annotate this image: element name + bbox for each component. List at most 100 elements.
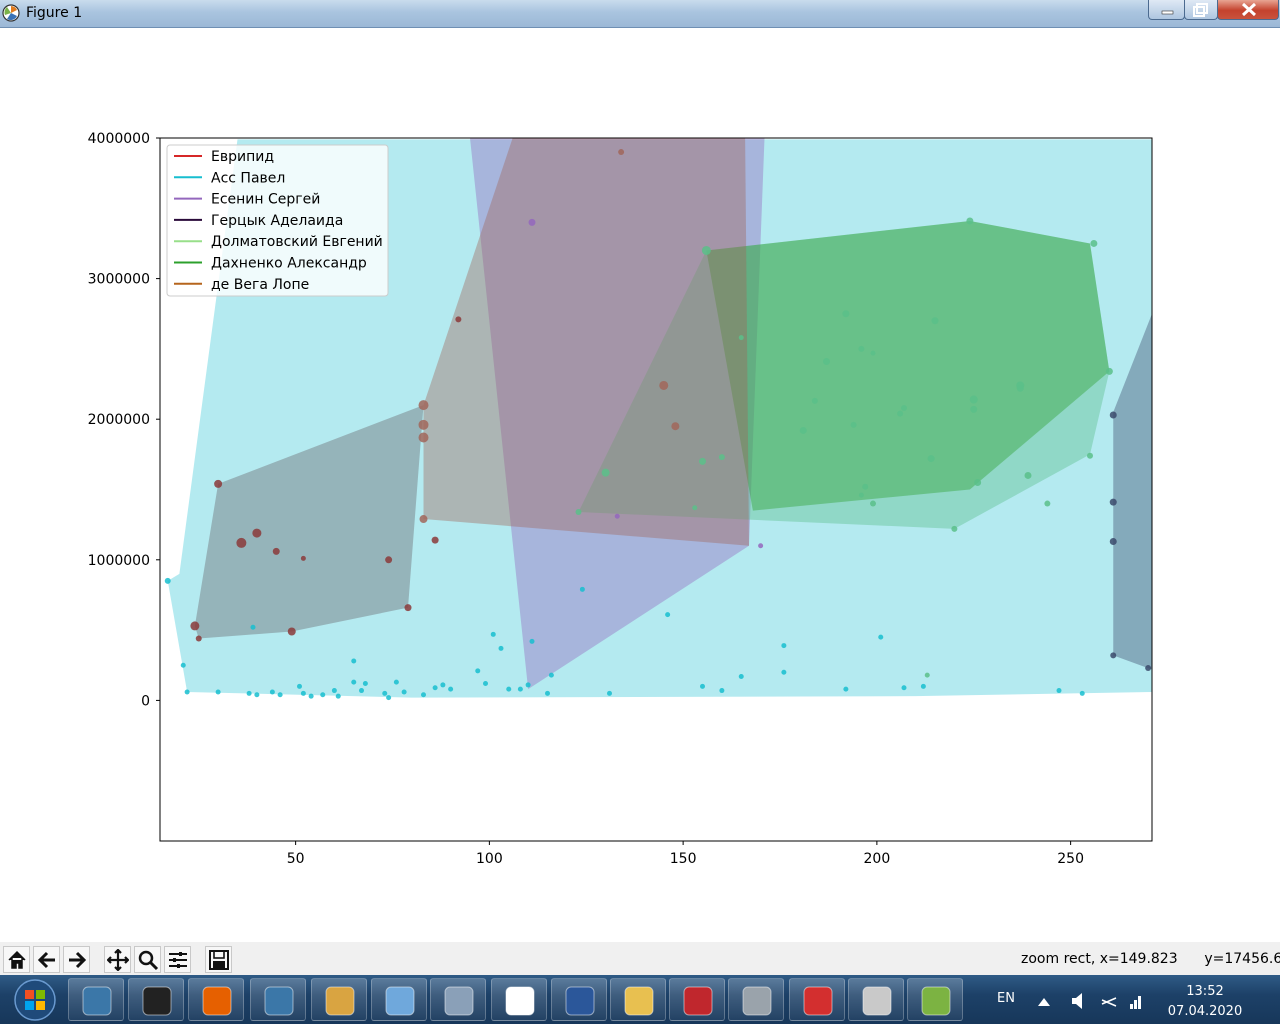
data-point bbox=[475, 668, 481, 674]
back-button[interactable] bbox=[33, 946, 60, 973]
clock-date[interactable]: 07.04.2020 bbox=[1167, 1004, 1243, 1019]
taskbar bbox=[0, 975, 1280, 1024]
data-point bbox=[1044, 500, 1051, 507]
microphone-icon bbox=[142, 986, 172, 1016]
x-tick-label: 100 bbox=[476, 851, 503, 867]
status-readout: zoom rect, x=149.823 y=17456.6 bbox=[1021, 951, 1280, 967]
legend-label: де Вега Лопе bbox=[211, 277, 309, 293]
clock-time[interactable]: 13:52 bbox=[1186, 984, 1224, 999]
taskbar-app-geogebra[interactable] bbox=[491, 978, 547, 1021]
zoom-button[interactable] bbox=[134, 946, 161, 973]
notepad-icon bbox=[385, 986, 415, 1016]
data-point bbox=[351, 679, 357, 685]
data-point bbox=[1079, 690, 1085, 696]
data-point bbox=[1090, 239, 1098, 247]
legend: Еврипид Асс Павел Есенин Сергей Герцык Адел… bbox=[166, 144, 389, 297]
data-point bbox=[758, 543, 764, 549]
data-point bbox=[431, 536, 439, 544]
taskbar-app-calculator[interactable] bbox=[430, 978, 486, 1021]
taskbar-app-paint[interactable] bbox=[311, 978, 367, 1021]
pan-icon bbox=[107, 949, 129, 971]
taskbar-app-settings[interactable] bbox=[728, 978, 784, 1021]
data-point bbox=[969, 395, 978, 404]
data-point bbox=[738, 673, 744, 679]
data-point bbox=[419, 515, 428, 524]
data-point bbox=[924, 672, 930, 678]
taskbar-app-acrobat[interactable] bbox=[789, 978, 845, 1021]
data-point bbox=[671, 422, 680, 431]
data-point bbox=[246, 690, 252, 696]
legend-label: Асс Павел bbox=[211, 170, 285, 186]
maximize-button[interactable] bbox=[1184, 0, 1218, 20]
word-icon bbox=[565, 986, 595, 1016]
data-point bbox=[300, 690, 306, 696]
home-button[interactable] bbox=[3, 946, 30, 973]
hull-2 bbox=[470, 138, 765, 690]
taskbar-app-speaker[interactable] bbox=[848, 978, 904, 1021]
data-point bbox=[432, 685, 438, 691]
y-tick-label: 1000000 bbox=[88, 553, 150, 569]
data-point bbox=[359, 688, 364, 694]
data-point bbox=[386, 695, 392, 701]
data-point bbox=[920, 683, 926, 689]
legend-label: Герцык Аделаида bbox=[211, 213, 343, 229]
hull-5 bbox=[706, 220, 1110, 511]
data-point bbox=[1105, 367, 1113, 375]
taskbar-app-firefox[interactable] bbox=[188, 978, 244, 1021]
pan-button[interactable] bbox=[104, 946, 131, 973]
save-icon bbox=[209, 950, 229, 970]
minimize-button[interactable] bbox=[1148, 0, 1185, 20]
data-point bbox=[799, 426, 807, 434]
x-tick-label: 200 bbox=[864, 851, 891, 867]
data-point bbox=[236, 537, 247, 548]
data-point bbox=[490, 631, 496, 637]
data-point bbox=[699, 457, 706, 465]
window-title: Figure 1 bbox=[26, 5, 83, 21]
close-button[interactable] bbox=[1217, 0, 1279, 20]
language-indicator[interactable]: EN bbox=[997, 991, 1015, 1006]
data-point bbox=[579, 586, 585, 592]
data-point bbox=[401, 689, 407, 695]
data-point bbox=[498, 645, 504, 651]
data-point bbox=[614, 513, 620, 519]
forward-button[interactable] bbox=[63, 946, 90, 973]
data-point bbox=[927, 455, 935, 463]
taskbar-app-flash[interactable] bbox=[669, 978, 725, 1021]
data-point bbox=[1056, 688, 1062, 694]
taskbar-app-file-explorer[interactable] bbox=[610, 978, 666, 1021]
data-point bbox=[529, 638, 535, 644]
data-point bbox=[548, 672, 554, 678]
data-point bbox=[878, 634, 884, 640]
python-icon bbox=[82, 986, 112, 1016]
taskbar-app-word[interactable] bbox=[551, 978, 607, 1021]
data-point bbox=[974, 478, 982, 486]
data-point bbox=[951, 525, 958, 532]
data-point bbox=[421, 692, 426, 698]
data-point bbox=[180, 662, 186, 668]
data-point bbox=[528, 218, 536, 226]
taskbar-app-python[interactable] bbox=[68, 978, 124, 1021]
save-button[interactable] bbox=[205, 946, 232, 973]
taskbar-app-notepad-plus[interactable] bbox=[907, 978, 963, 1021]
data-point bbox=[811, 397, 818, 404]
zoom-icon bbox=[138, 950, 159, 971]
data-point bbox=[269, 689, 275, 695]
configure-subplots-button[interactable] bbox=[164, 946, 191, 973]
data-point bbox=[382, 690, 388, 696]
firefox-icon bbox=[202, 986, 232, 1016]
data-point bbox=[601, 468, 610, 477]
hull-0 bbox=[194, 405, 424, 639]
data-point bbox=[618, 149, 625, 156]
paint-icon bbox=[325, 986, 355, 1016]
python-icon bbox=[264, 986, 294, 1016]
data-point bbox=[517, 686, 523, 692]
configure-subplots-icon bbox=[169, 952, 187, 968]
data-point bbox=[164, 577, 171, 584]
start-button[interactable] bbox=[2, 977, 62, 1023]
acrobat-icon bbox=[803, 986, 833, 1016]
taskbar-app-microphone[interactable] bbox=[128, 978, 184, 1021]
taskbar-app-notepad[interactable] bbox=[371, 978, 427, 1021]
data-point bbox=[351, 658, 357, 664]
data-point bbox=[692, 505, 698, 511]
taskbar-app-python[interactable] bbox=[250, 978, 306, 1021]
